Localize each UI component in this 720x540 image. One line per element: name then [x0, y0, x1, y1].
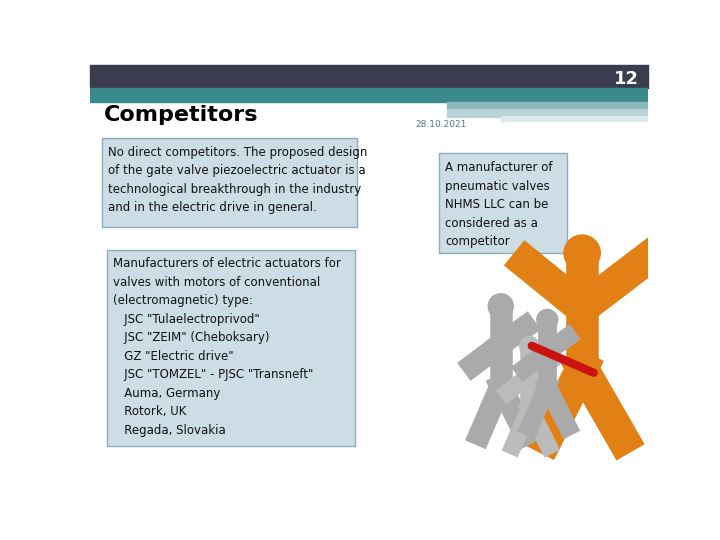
Text: A manufacturer of
pneumatic valves
NHMS LLC can be
considered as a
competitor: A manufacturer of pneumatic valves NHMS … [445, 161, 552, 248]
Bar [446, 102, 648, 110]
FancyBboxPatch shape [102, 138, 357, 226]
Bar [446, 88, 648, 102]
Bar [90, 88, 446, 102]
Circle shape [537, 309, 558, 330]
Text: 28.10.2021: 28.10.2021 [415, 120, 467, 130]
Text: No direct competitors. The proposed design
of the gate valve piezoelectric actua: No direct competitors. The proposed desi… [108, 146, 367, 214]
Circle shape [520, 336, 539, 356]
Bar [446, 110, 648, 117]
FancyBboxPatch shape [107, 249, 355, 446]
Circle shape [488, 294, 513, 319]
Circle shape [564, 235, 600, 271]
Bar [500, 116, 648, 121]
Text: Competitors: Competitors [104, 105, 258, 125]
Bar [90, 65, 648, 88]
Text: 12: 12 [613, 70, 639, 87]
FancyBboxPatch shape [438, 153, 567, 253]
Text: Manufacturers of electric actuators for
valves with motors of conventional
(elec: Manufacturers of electric actuators for … [113, 257, 341, 437]
